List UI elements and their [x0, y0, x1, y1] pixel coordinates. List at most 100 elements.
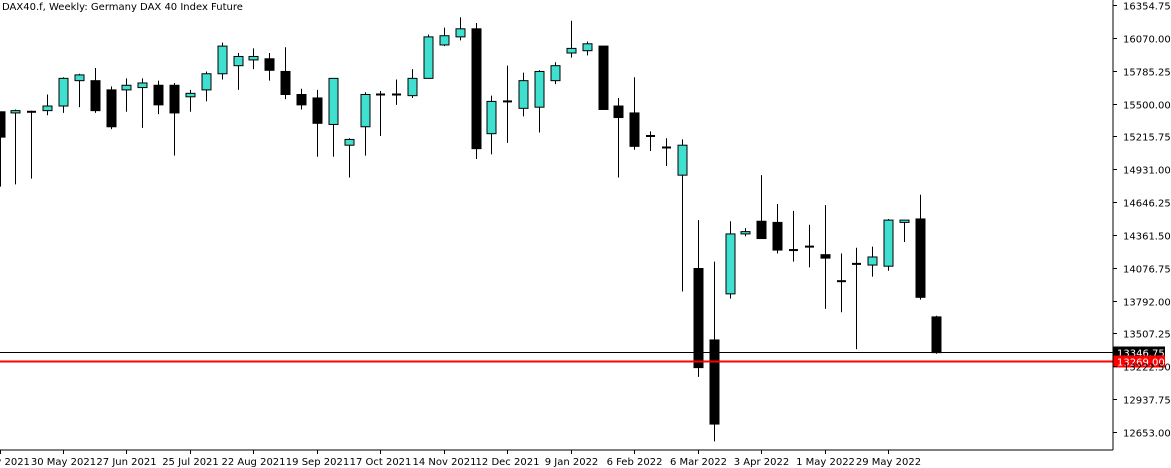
y-tick-label: 16354.75 [1123, 2, 1171, 13]
candle-body [439, 35, 450, 46]
candle-body [153, 84, 164, 106]
candle-body [582, 43, 593, 52]
x-tick-label: 12 Dec 2021 [476, 457, 540, 468]
candle [883, 218, 894, 271]
candle-body [709, 339, 720, 425]
y-tick-label: 14931.00 [1123, 166, 1171, 177]
candle [867, 246, 878, 277]
candle-body [169, 84, 180, 114]
candle-body [566, 47, 577, 54]
candle [201, 71, 212, 102]
candle [820, 205, 831, 309]
candle-body [217, 45, 228, 75]
candle [550, 62, 561, 85]
chart-title: DAX40.f, Weekly: Germany DAX 40 Index Fu… [2, 2, 243, 13]
candle-body [233, 55, 244, 67]
x-tick-label: 2 May 2021 [0, 457, 30, 468]
candle-body [248, 55, 259, 61]
candle-body [899, 219, 910, 223]
candle-body [772, 221, 783, 251]
x-tick-label: 14 Nov 2021 [412, 457, 476, 468]
candle [693, 220, 704, 377]
x-tick-label: 22 Aug 2021 [221, 457, 285, 468]
price-level-label: 13269.00 [1117, 358, 1165, 369]
y-tick-label: 13792.00 [1123, 298, 1171, 309]
candle [137, 78, 148, 128]
x-tick-label: 6 Feb 2022 [607, 457, 663, 468]
candle [296, 88, 307, 110]
candle-body [106, 89, 117, 128]
candle [407, 69, 418, 98]
candle-body [740, 231, 751, 235]
candle [217, 42, 228, 80]
candle-body [344, 138, 355, 146]
candle [486, 95, 497, 155]
candle-body [296, 93, 307, 106]
candle [27, 110, 36, 179]
candle [837, 253, 846, 313]
candle [566, 20, 577, 58]
candle [423, 34, 434, 79]
candle [582, 41, 593, 56]
candle-body [0, 111, 6, 138]
candle [312, 89, 323, 157]
candle [10, 109, 21, 185]
candle [121, 78, 132, 112]
candle [662, 138, 671, 166]
price-level-label: 13346.75 [1117, 349, 1165, 360]
y-tick-label: 15500.00 [1123, 101, 1171, 112]
candle [534, 70, 545, 133]
candle-body [407, 77, 418, 97]
candle-body [90, 80, 101, 112]
candle [740, 228, 751, 237]
candle-body [534, 70, 545, 108]
candle [248, 48, 259, 70]
candle [58, 77, 69, 113]
candle [805, 224, 814, 268]
candle-body [693, 268, 704, 369]
candle-body [931, 316, 942, 354]
price-axis: 16354.75 16070.00 15785.25 15500.00 15215.75… [1113, 2, 1171, 440]
x-tick-label: 1 May 2022 [796, 457, 855, 468]
candle [328, 77, 339, 157]
candle-body [677, 144, 688, 176]
candle-body [867, 256, 878, 266]
candle [376, 91, 385, 136]
candle-body [915, 218, 926, 298]
candle [789, 210, 798, 262]
x-tick-label: 3 Apr 2022 [734, 457, 789, 468]
candle [74, 73, 85, 108]
candle-body [201, 73, 212, 91]
x-tick-label: 6 Mar 2022 [670, 457, 727, 468]
x-tick-label: 29 May 2022 [856, 457, 921, 468]
candle-body [820, 254, 831, 259]
candle-body [185, 92, 196, 98]
candle [772, 203, 783, 254]
candle [0, 111, 6, 187]
candle [185, 89, 196, 112]
candle [709, 261, 720, 442]
candle-body [137, 82, 148, 89]
candle [169, 82, 180, 156]
candle-body [471, 28, 482, 150]
candle [153, 80, 164, 115]
candle-body [883, 219, 894, 267]
candle [629, 77, 640, 150]
candle [392, 79, 401, 105]
candle-body [423, 36, 434, 79]
candle [725, 221, 736, 299]
candle-body [725, 233, 736, 295]
x-tick-label: 19 Sep 2021 [286, 457, 349, 468]
y-tick-label: 13507.25 [1123, 330, 1171, 341]
candle-body [360, 93, 371, 128]
candle-body [629, 112, 640, 147]
candle [503, 65, 512, 143]
candle [677, 139, 688, 292]
y-tick-label: 14076.75 [1123, 265, 1171, 276]
y-tick-label: 15215.75 [1123, 133, 1171, 144]
candle [42, 94, 53, 116]
x-tick-label: 9 Jan 2022 [545, 457, 599, 468]
